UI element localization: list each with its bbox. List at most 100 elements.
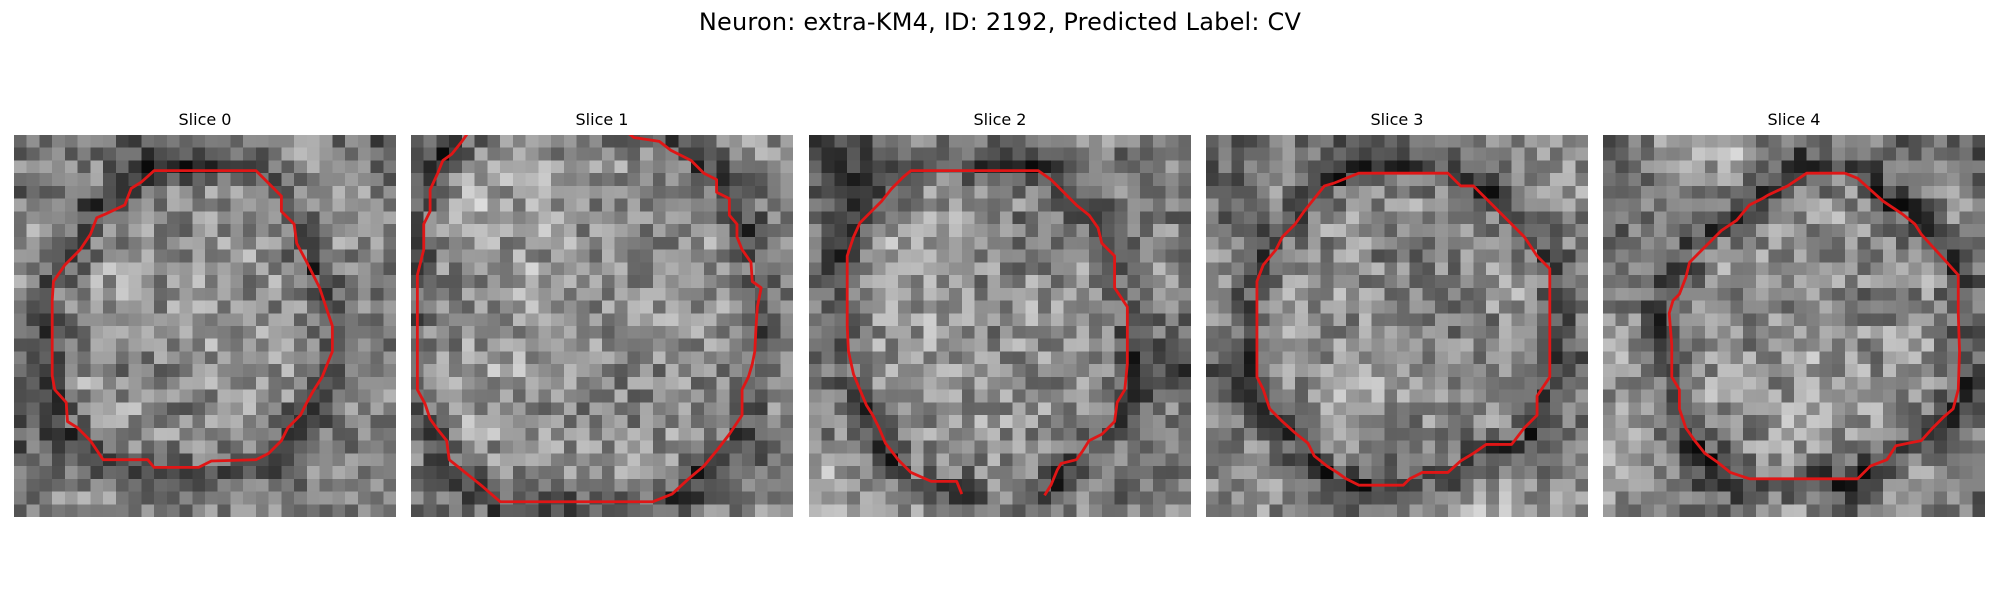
image-pixel bbox=[370, 466, 384, 480]
image-pixel bbox=[1819, 275, 1833, 289]
image-pixel bbox=[77, 287, 91, 301]
image-pixel bbox=[652, 249, 667, 263]
image-pixel bbox=[602, 376, 616, 391]
image-pixel bbox=[754, 147, 768, 161]
image-pixel bbox=[474, 287, 488, 301]
image-pixel bbox=[949, 147, 963, 161]
image-pixel bbox=[179, 300, 193, 314]
image-pixel bbox=[411, 466, 425, 480]
image-pixel bbox=[294, 287, 308, 301]
image-pixel bbox=[1549, 440, 1563, 454]
image-pixel bbox=[1498, 173, 1512, 187]
image-pixel bbox=[306, 466, 320, 480]
image-pixel bbox=[602, 160, 616, 174]
image-pixel bbox=[602, 313, 616, 327]
image-pixel bbox=[166, 402, 180, 416]
image-pixel bbox=[1269, 491, 1283, 505]
image-pixel bbox=[512, 402, 526, 416]
image-pixel bbox=[1076, 364, 1090, 378]
image-pixel bbox=[154, 262, 168, 276]
image-pixel bbox=[192, 262, 206, 276]
image-pixel bbox=[742, 504, 756, 517]
image-pixel bbox=[1244, 338, 1258, 352]
image-pixel bbox=[1486, 313, 1500, 327]
image-pixel bbox=[1486, 376, 1500, 391]
image-pixel bbox=[345, 351, 359, 365]
image-pixel bbox=[1114, 427, 1128, 441]
image-pixel bbox=[665, 326, 679, 340]
image-pixel bbox=[602, 287, 616, 301]
image-pixel bbox=[423, 440, 437, 454]
image-pixel bbox=[281, 275, 295, 289]
image-pixel bbox=[627, 440, 641, 454]
image-pixel bbox=[1870, 415, 1884, 429]
image-pixel bbox=[1832, 313, 1846, 327]
image-pixel bbox=[1806, 338, 1820, 352]
image-pixel bbox=[14, 376, 28, 391]
image-pixel bbox=[383, 287, 396, 301]
image-pixel bbox=[1524, 491, 1538, 505]
image-pixel bbox=[1819, 504, 1833, 517]
image-pixel bbox=[1473, 198, 1487, 212]
image-pixel bbox=[834, 402, 848, 416]
image-pixel bbox=[754, 338, 768, 352]
image-pixel bbox=[678, 211, 692, 225]
image-pixel bbox=[294, 185, 308, 200]
image-pixel bbox=[230, 466, 244, 480]
image-pixel bbox=[1641, 173, 1655, 187]
image-pixel bbox=[809, 376, 823, 391]
image-pixel bbox=[885, 287, 899, 301]
image-pixel bbox=[166, 135, 180, 149]
image-pixel bbox=[423, 338, 437, 352]
image-pixel bbox=[52, 198, 66, 212]
image-pixel bbox=[1295, 453, 1309, 467]
image-pixel bbox=[1165, 300, 1179, 314]
image-pixel bbox=[77, 466, 91, 480]
image-pixel bbox=[1320, 275, 1334, 289]
image-pixel bbox=[1755, 173, 1769, 187]
image-pixel bbox=[936, 313, 950, 327]
image-pixel bbox=[691, 415, 705, 429]
image-pixel bbox=[1384, 415, 1398, 429]
image-pixel bbox=[1524, 389, 1538, 403]
image-pixel bbox=[1498, 224, 1512, 238]
image-pixel bbox=[703, 326, 717, 340]
image-pixel bbox=[1498, 364, 1512, 378]
image-pixel bbox=[345, 211, 359, 225]
image-pixel bbox=[1435, 249, 1449, 263]
image-pixel bbox=[192, 351, 206, 365]
image-pixel bbox=[716, 147, 730, 161]
image-pixel bbox=[834, 326, 848, 340]
image-pixel bbox=[754, 326, 768, 340]
image-pixel bbox=[1346, 326, 1360, 340]
image-pixel bbox=[205, 300, 219, 314]
image-pixel bbox=[39, 364, 53, 378]
image-pixel bbox=[1717, 376, 1731, 391]
image-pixel bbox=[652, 389, 667, 403]
image-pixel bbox=[1498, 262, 1512, 276]
image-pixel bbox=[678, 262, 692, 276]
image-pixel bbox=[742, 440, 756, 454]
image-pixel bbox=[1768, 275, 1782, 289]
image-pixel bbox=[192, 466, 206, 480]
image-pixel bbox=[205, 211, 219, 225]
image-pixel bbox=[923, 135, 937, 149]
image-pixel bbox=[1641, 236, 1655, 250]
image-pixel bbox=[103, 262, 117, 276]
image-pixel bbox=[1549, 376, 1563, 391]
image-pixel bbox=[589, 466, 603, 480]
image-pixel bbox=[1231, 173, 1245, 187]
image-pixel bbox=[217, 262, 231, 276]
image-pixel bbox=[1231, 491, 1245, 505]
image-pixel bbox=[1832, 415, 1846, 429]
image-pixel bbox=[1794, 453, 1808, 467]
image-pixel bbox=[1870, 466, 1884, 480]
image-pixel bbox=[141, 275, 155, 289]
image-pixel bbox=[1486, 275, 1500, 289]
image-pixel bbox=[898, 478, 912, 492]
image-pixel bbox=[1857, 160, 1871, 174]
image-pixel bbox=[1358, 185, 1372, 200]
image-pixel bbox=[1076, 491, 1090, 505]
image-pixel bbox=[898, 402, 912, 416]
image-pixel bbox=[614, 440, 628, 454]
